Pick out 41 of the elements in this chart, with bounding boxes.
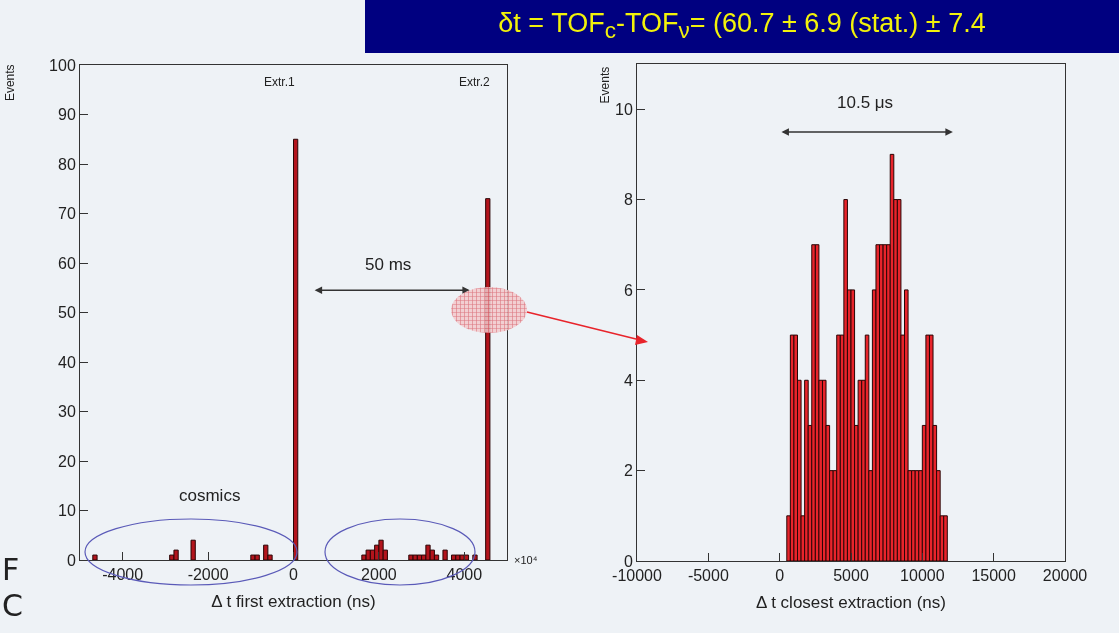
annotation: Extr.2 (459, 75, 491, 89)
text: F (2, 552, 20, 587)
y-tick-label: 70 (58, 205, 76, 223)
y-tick-label: 80 (58, 155, 76, 173)
annotation: 10.5 μs (837, 93, 894, 112)
x-tick-label: -10000 (612, 567, 663, 585)
y-tick-label: 40 (58, 353, 76, 371)
y-tick-label: 60 (58, 254, 76, 272)
annotation: 50 ms (365, 255, 412, 274)
x-axis-title: Δ t closest extraction (ns) (756, 592, 946, 612)
text: C (2, 588, 23, 623)
x-tick-label: 4000 (446, 566, 483, 584)
y-tick-label: 2 (623, 462, 633, 480)
x-tick-label: 20000 (1042, 567, 1088, 585)
x-tick-label: 10000 (900, 567, 945, 585)
y-tick-label: 0 (623, 552, 633, 570)
x-tick-label: -5000 (687, 567, 729, 585)
x-tick-label: 0 (289, 566, 299, 584)
y-axis-title: Events (3, 64, 18, 102)
y-axis-title: Events (598, 66, 613, 104)
annotation: Extr.1 (264, 75, 296, 89)
y-tick-label: 10 (58, 502, 76, 520)
x-tick-label: 0 (775, 567, 785, 585)
y-tick-label: 100 (49, 56, 76, 74)
y-tick-label: 8 (623, 191, 633, 209)
y-tick-label: 6 (623, 281, 633, 299)
x-tick-label: 5000 (833, 567, 869, 585)
y-tick-label: 0 (66, 551, 76, 569)
x-tick-label: 15000 (971, 567, 1017, 585)
x-tick-label: 2000 (361, 566, 397, 584)
text: ×10⁴ (514, 554, 538, 566)
y-tick-label: 10 (615, 100, 633, 118)
annotation: cosmics (179, 486, 241, 505)
text: δt = TOF$_{c}$-TOF$_{ν}$= (60.7 ± 6.9 (stat.) ± 7.4 (365, 0, 1119, 53)
x-tick-label: -2000 (187, 566, 229, 584)
y-tick-label: 4 (623, 371, 633, 389)
y-tick-label: 90 (58, 106, 76, 124)
x-axis-title: Δ t first extraction (ns) (211, 591, 376, 611)
y-tick-label: 50 (58, 304, 76, 322)
y-tick-label: 30 (58, 403, 76, 421)
y-tick-label: 20 (58, 452, 76, 470)
